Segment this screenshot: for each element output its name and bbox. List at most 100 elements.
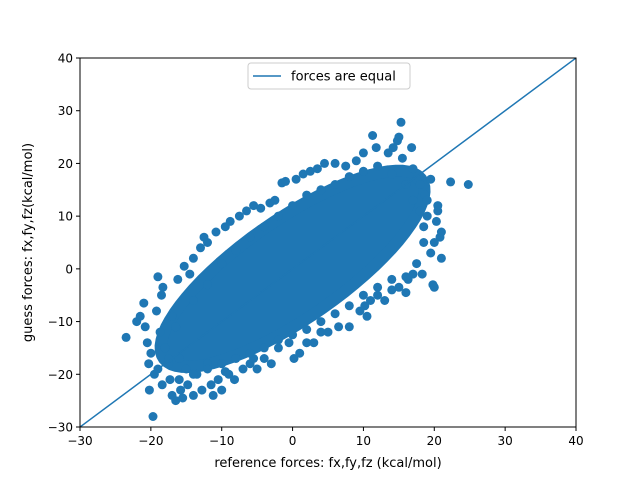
scatter-point (213, 375, 223, 385)
scatter-point (142, 338, 152, 348)
scatter-point (408, 164, 418, 174)
scatter-point (422, 195, 432, 205)
y-axis-ticks: −30 −20 −10 0 10 20 30 40 (48, 52, 80, 435)
scatter-point (419, 222, 429, 232)
scatter-point (171, 396, 181, 406)
reference-line (80, 58, 576, 427)
scatter-point (330, 158, 340, 168)
scatter-point (179, 261, 189, 271)
y-axis-label: guess forces: fx,fy,fz(kcal/mol) (21, 143, 36, 342)
scatter-point (266, 359, 276, 369)
scatter-point (394, 132, 404, 142)
scatter-point (358, 290, 368, 300)
scatter-point (165, 375, 175, 385)
scatter-point (135, 311, 145, 321)
scatter-point (288, 201, 298, 211)
scatter-point (401, 272, 411, 282)
scatter-point (273, 211, 283, 221)
scatter-point (252, 364, 262, 374)
scatter-point (273, 343, 283, 353)
scatter-point (360, 301, 370, 311)
scatter-point (157, 380, 167, 390)
scatter-point (446, 177, 456, 187)
scatter-point (368, 131, 378, 140)
scatter-point (305, 166, 315, 176)
scatter-point (231, 354, 241, 363)
scatter-point (171, 322, 181, 332)
scatter-point (197, 385, 207, 395)
scatter-point (183, 380, 193, 390)
scatter-point (188, 390, 198, 400)
x-tick-label: −20 (138, 434, 163, 448)
scatter-point (380, 296, 390, 305)
scatter-point (344, 322, 354, 332)
scatter-point (373, 290, 383, 300)
scatter-point (188, 369, 198, 379)
scatter-point (351, 156, 361, 166)
scatter-point (284, 338, 294, 348)
scatter-point (234, 211, 244, 221)
y-tick-label: 0 (65, 262, 73, 276)
scatter-point (387, 169, 397, 179)
scatter-point (358, 148, 368, 158)
scatter-point (146, 348, 156, 358)
scatter-point (397, 153, 407, 163)
scatter-point (176, 385, 186, 395)
scatter-point (431, 216, 441, 226)
y-tick-label: −30 (48, 421, 73, 435)
scatter-point (358, 166, 368, 176)
scatter-point (155, 327, 165, 337)
scatter-point (387, 274, 397, 284)
scatter-point (188, 296, 198, 305)
scatter-point (217, 385, 227, 395)
scatter-point (415, 180, 425, 189)
scatter-point (139, 298, 149, 308)
scatter-point (245, 348, 255, 358)
x-axis-label: reference forces: fx,fy,fz (kcal/mol) (214, 456, 441, 471)
scatter-point (387, 285, 397, 295)
scatter-point (249, 201, 259, 211)
scatter-point (174, 375, 184, 385)
y-tick-label: 30 (58, 104, 73, 118)
x-tick-label: 40 (568, 434, 583, 448)
scatter-point (344, 172, 354, 182)
scatter-point (220, 367, 230, 377)
x-tick-label: 20 (427, 434, 442, 448)
scatter-point (242, 206, 251, 216)
scatter-point (157, 290, 166, 300)
scatter-point (144, 385, 154, 395)
scatter-point (188, 253, 198, 263)
scatter-point (230, 375, 239, 385)
y-tick-label: −20 (48, 368, 73, 382)
scatter-point (291, 174, 301, 184)
scatter-point (433, 201, 443, 211)
scatter-point (429, 238, 439, 247)
scatter-point (196, 243, 205, 253)
y-tick-label: 10 (58, 210, 73, 224)
scatter-point (408, 195, 418, 205)
x-tick-label: 10 (356, 434, 371, 448)
x-tick-label: −30 (67, 434, 92, 448)
scatter-point (401, 288, 411, 298)
scatter-point (436, 227, 446, 237)
scatter-point (211, 227, 221, 237)
scatter-point (412, 259, 422, 269)
scatter-point (217, 359, 227, 369)
scatter-point (259, 222, 269, 232)
scatter-point (144, 359, 154, 369)
legend: forces are equal (247, 62, 411, 90)
scatter-point (429, 282, 439, 292)
scatter-point (415, 206, 425, 216)
scatter-point (344, 301, 354, 311)
scatter-point (185, 269, 195, 279)
x-axis-ticks: −30 −20 −10 0 10 20 30 40 (67, 427, 584, 448)
scatter-point (231, 245, 241, 255)
scatter-point (373, 161, 383, 171)
scatter-point (152, 306, 161, 316)
scatter-point (334, 322, 344, 332)
scatter-point (174, 354, 184, 363)
scatter-point (394, 282, 404, 292)
scatter-point (341, 161, 351, 171)
scatter-point (316, 185, 326, 195)
